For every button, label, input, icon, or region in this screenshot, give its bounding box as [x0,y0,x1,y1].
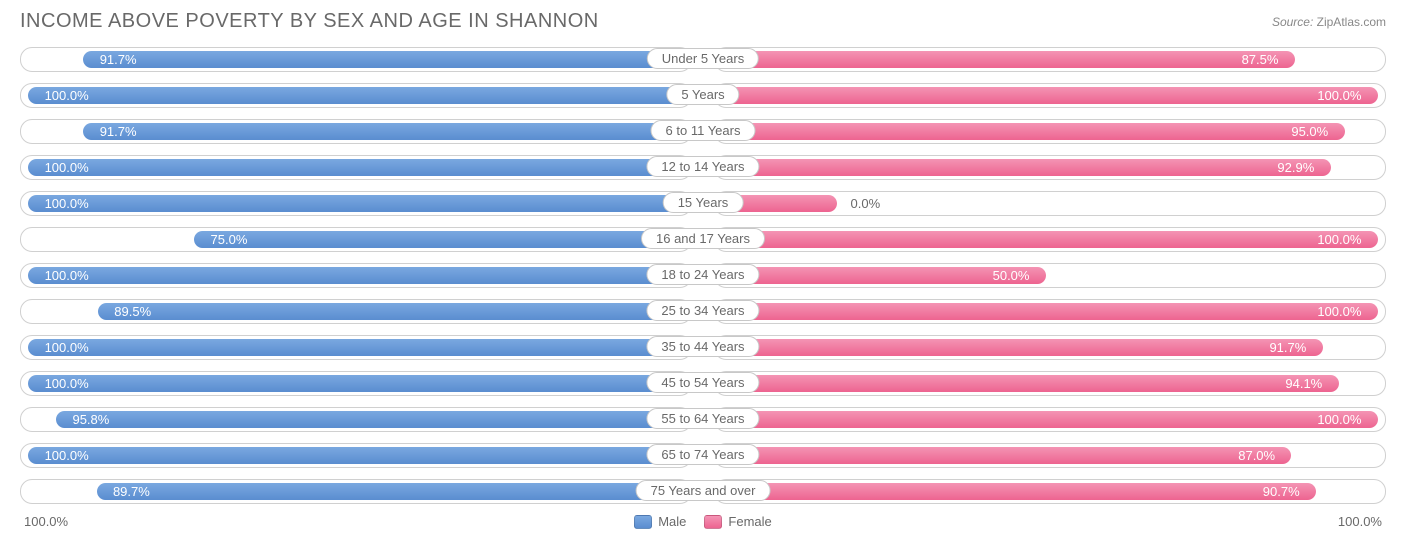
legend-female: Female [704,514,771,529]
female-bar [714,303,1378,320]
female-bar [714,87,1378,104]
female-value-label: 100.0% [1317,411,1361,428]
male-bar [83,123,692,140]
female-bar [714,51,1295,68]
age-label: 16 and 17 Years [641,228,765,249]
male-value-label: 100.0% [45,195,89,212]
female-swatch [704,515,722,529]
female-value-label: 91.7% [1269,339,1306,356]
age-label: 15 Years [663,192,744,213]
chart-title: INCOME ABOVE POVERTY BY SEX AND AGE IN S… [20,10,599,33]
female-value-label: 87.5% [1242,51,1279,68]
age-label: 5 Years [666,84,739,105]
female-value-label: 94.1% [1285,375,1322,392]
legend-male: Male [634,514,686,529]
male-bar [97,483,692,500]
chart-row: 100.0% 92.9% 12 to 14 Years [20,151,1386,184]
chart-header: INCOME ABOVE POVERTY BY SEX AND AGE IN S… [20,10,1386,33]
male-bar [28,267,692,284]
male-value-label: 89.5% [114,303,151,320]
female-value-label: 100.0% [1317,231,1361,248]
chart-row: 100.0% 91.7% 35 to 44 Years [20,331,1386,364]
female-value-label: 100.0% [1317,303,1361,320]
female-bar [714,375,1339,392]
legend-female-label: Female [728,514,771,529]
female-bar [714,411,1378,428]
female-bar [714,159,1331,176]
male-bar [194,231,692,248]
male-value-label: 100.0% [45,87,89,104]
male-swatch [634,515,652,529]
male-value-label: 91.7% [100,51,137,68]
age-label: 12 to 14 Years [646,156,759,177]
chart-row: 91.7% 95.0% 6 to 11 Years [20,115,1386,148]
source-label: Source: [1272,15,1313,29]
chart-row: 100.0% 100.0% 5 Years [20,79,1386,112]
male-bar [98,303,692,320]
chart-legend: Male Female [634,514,772,529]
male-bar [28,87,692,104]
age-label: 18 to 24 Years [646,264,759,285]
male-bar [28,159,692,176]
source-value: ZipAtlas.com [1317,15,1386,29]
chart-row: 100.0% 50.0% 18 to 24 Years [20,259,1386,292]
female-value-label: 87.0% [1238,447,1275,464]
male-bar [83,51,692,68]
male-bar [28,375,692,392]
male-bar [28,195,692,212]
chart-row: 100.0% 87.0% 65 to 74 Years [20,439,1386,472]
female-value-label: 92.9% [1277,159,1314,176]
male-value-label: 75.0% [211,231,248,248]
female-value-label: 100.0% [1317,87,1361,104]
chart-row: 89.5% 100.0% 25 to 34 Years [20,295,1386,328]
age-label: 25 to 34 Years [646,300,759,321]
male-bar [28,447,692,464]
age-label: 6 to 11 Years [651,120,756,141]
male-bar [56,411,692,428]
male-value-label: 100.0% [45,375,89,392]
male-value-label: 100.0% [45,159,89,176]
age-label: 35 to 44 Years [646,336,759,357]
female-bar [714,231,1378,248]
age-label: 55 to 64 Years [646,408,759,429]
chart-footer: 100.0% Male Female 100.0% [20,514,1386,529]
male-value-label: 95.8% [72,411,109,428]
female-bar [714,339,1323,356]
female-value-label: 95.0% [1291,123,1328,140]
male-value-label: 100.0% [45,447,89,464]
female-value-label: 0.0% [851,195,881,212]
female-bar [714,483,1316,500]
chart-row: 100.0% 94.1% 45 to 54 Years [20,367,1386,400]
axis-left-label: 100.0% [24,514,68,529]
male-value-label: 100.0% [45,339,89,356]
chart-row: 75.0% 100.0% 16 and 17 Years [20,223,1386,256]
chart-row: 89.7% 90.7% 75 Years and over [20,475,1386,508]
age-label: Under 5 Years [647,48,759,69]
age-label: 75 Years and over [636,480,771,501]
chart-row: 100.0% 0.0% 15 Years [20,187,1386,220]
female-bar [714,447,1292,464]
female-value-label: 50.0% [993,267,1030,284]
female-value-label: 90.7% [1263,483,1300,500]
diverging-bar-chart: 91.7% 87.5% Under 5 Years 100.0% 100.0% 5 Yea… [20,43,1386,508]
male-bar [28,339,692,356]
age-label: 45 to 54 Years [646,372,759,393]
age-label: 65 to 74 Years [646,444,759,465]
male-value-label: 91.7% [100,123,137,140]
chart-source: Source: ZipAtlas.com [1272,15,1386,29]
male-value-label: 89.7% [113,483,150,500]
female-bar [714,123,1345,140]
axis-right-label: 100.0% [1338,514,1382,529]
chart-row: 95.8% 100.0% 55 to 64 Years [20,403,1386,436]
chart-row: 91.7% 87.5% Under 5 Years [20,43,1386,76]
male-value-label: 100.0% [45,267,89,284]
legend-male-label: Male [658,514,686,529]
